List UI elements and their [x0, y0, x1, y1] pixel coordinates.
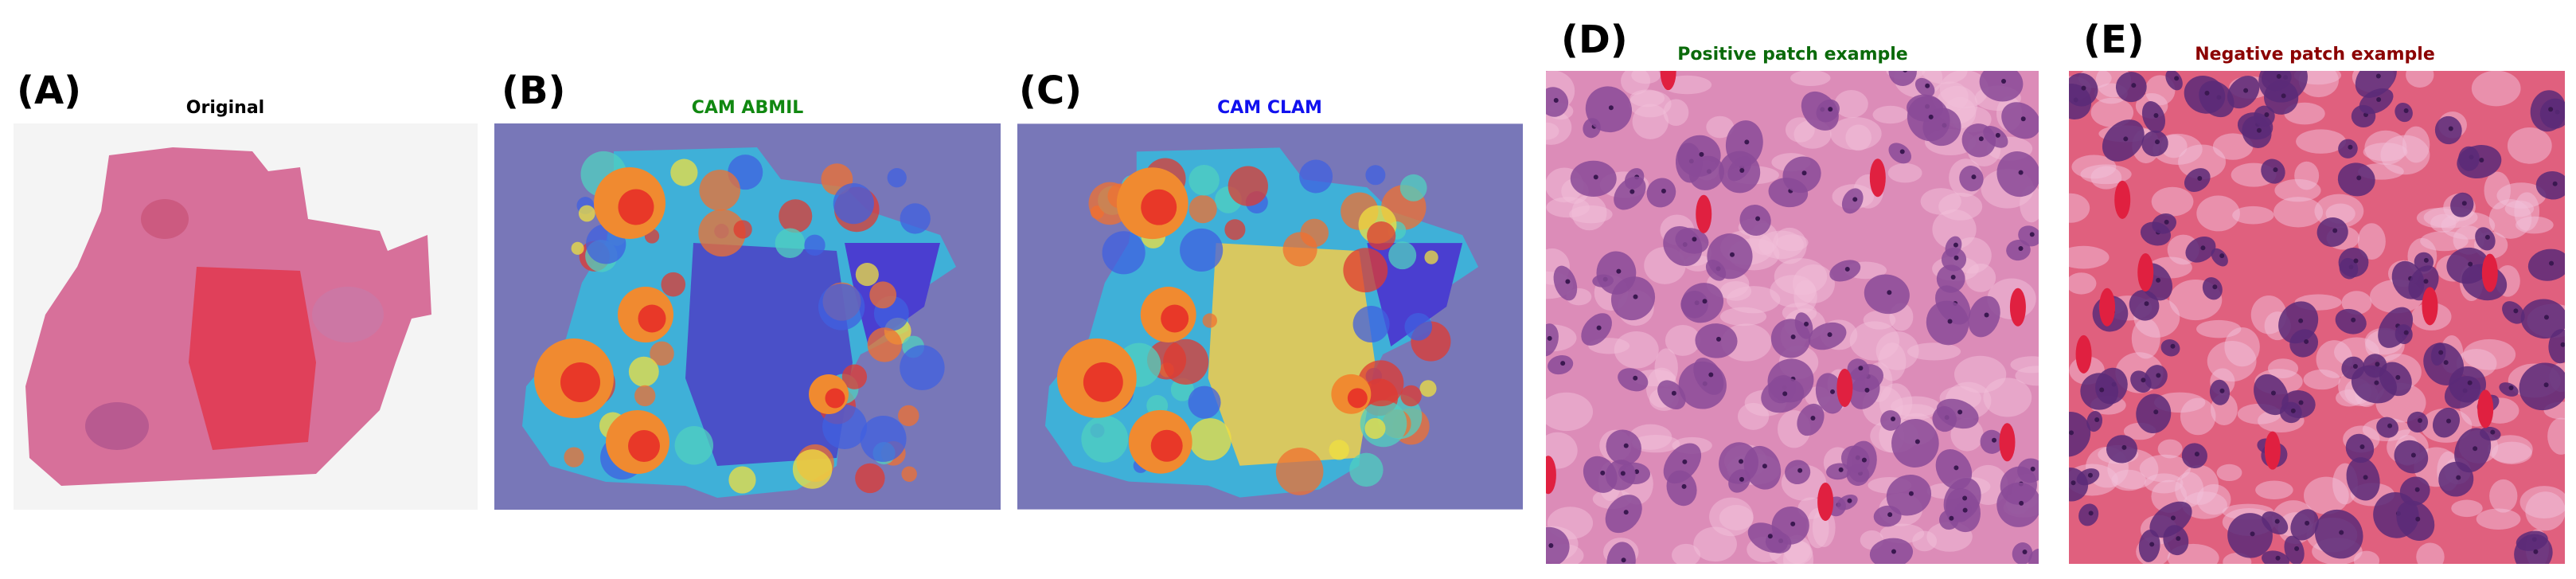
panel-title: Original	[185, 98, 265, 118]
cam-heatmap	[1017, 123, 1523, 510]
patch-image	[2069, 71, 2565, 564]
panel-label: (E)	[2083, 18, 2145, 62]
panel-label: (B)	[502, 68, 566, 113]
panel-label: (A)	[17, 68, 82, 113]
panel-title: Negative patch example	[2195, 45, 2435, 65]
panel-label: (C)	[1019, 68, 1083, 113]
patch-image	[1546, 71, 2039, 564]
panel-label: (D)	[1561, 18, 1628, 62]
panel-title: CAM CLAM	[1217, 98, 1322, 118]
slide-image	[14, 123, 478, 510]
cam-heatmap	[494, 123, 1001, 510]
panel-title: Positive patch example	[1677, 45, 1908, 65]
panel-title: CAM ABMIL	[691, 98, 804, 118]
